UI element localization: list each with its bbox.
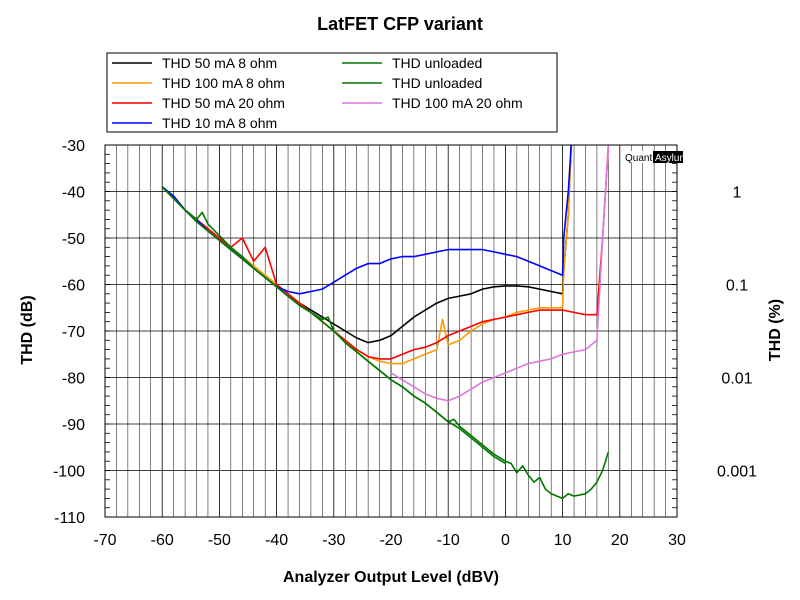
legend-label: THD 50 mA 8 ohm	[162, 55, 277, 71]
grid	[104, 144, 678, 518]
chart-title: LatFET CFP variant	[317, 14, 483, 34]
y-tick-label: -80	[62, 371, 85, 388]
y-axis-label: THD (dB)	[19, 295, 36, 364]
x-tick-label: 0	[501, 532, 510, 549]
legend-label: THD 50 mA 20 ohm	[162, 95, 285, 111]
x-tick-label: -70	[93, 532, 116, 549]
x-tick-label: -10	[437, 532, 460, 549]
x-tick-label: -30	[322, 532, 345, 549]
y-tick-label: -50	[62, 231, 85, 248]
series-line-5	[161, 186, 610, 500]
series-line-2	[161, 145, 572, 365]
y-tick-label: -60	[62, 278, 85, 295]
legend-label: THD 10 mA 8 ohm	[162, 115, 277, 131]
legend-label: THD 100 mA 20 ohm	[392, 95, 523, 111]
legend-box	[106, 52, 558, 133]
y-tick-label: -90	[62, 417, 85, 434]
quantasylum-watermark: Quant Asylum	[624, 151, 688, 164]
series-line-7	[390, 145, 610, 402]
y2-tick-label: 0.1	[726, 278, 748, 295]
legend: THD 50 mA 8 ohm THD 100 mA 8 ohm THD 50 mA…	[106, 52, 558, 133]
y-tick-label: -40	[62, 185, 85, 202]
y-tick-label: -70	[62, 324, 85, 341]
x-tick-label: -60	[151, 532, 174, 549]
x-tick-label: -20	[379, 532, 402, 549]
legend-label: THD unloaded	[392, 55, 482, 71]
y-tick-label: -100	[53, 464, 85, 481]
y2-tick-label: 0.001	[717, 464, 757, 481]
x-tick-label: -40	[265, 532, 288, 549]
x-axis-ticks: -70 -60 -50 -40 -30 -20 -10 0 10 20 30	[93, 532, 686, 549]
x-tick-label: 30	[668, 532, 686, 549]
watermark-part2: Asylum	[655, 153, 688, 164]
legend-label: THD unloaded	[392, 75, 482, 91]
series-line-4	[161, 145, 572, 295]
y2-tick-label: 0.01	[721, 371, 752, 388]
x-axis-label: Analyzer Output Level (dBV)	[283, 569, 499, 586]
legend-label: THD 100 mA 8 ohm	[162, 75, 285, 91]
y-axis-ticks: -30 -40 -50 -60 -70 -80 -90 -100 -110	[53, 138, 85, 527]
y2-tick-label: 1	[733, 185, 742, 202]
y2-axis-label: THD (%)	[767, 299, 784, 361]
series-line-3	[161, 145, 610, 360]
series-layer	[161, 145, 610, 500]
y2-axis-ticks: 1 0.1 0.01 0.001	[717, 185, 757, 481]
x-tick-label: 20	[611, 532, 629, 549]
x-tick-label: -50	[208, 532, 231, 549]
y-tick-label: -30	[62, 138, 85, 155]
y-tick-label: -110	[54, 510, 85, 527]
x-tick-label: 10	[554, 532, 572, 549]
series-line-6	[161, 186, 506, 465]
plot-frame	[104, 144, 678, 518]
watermark-part1: Quant	[625, 153, 652, 164]
